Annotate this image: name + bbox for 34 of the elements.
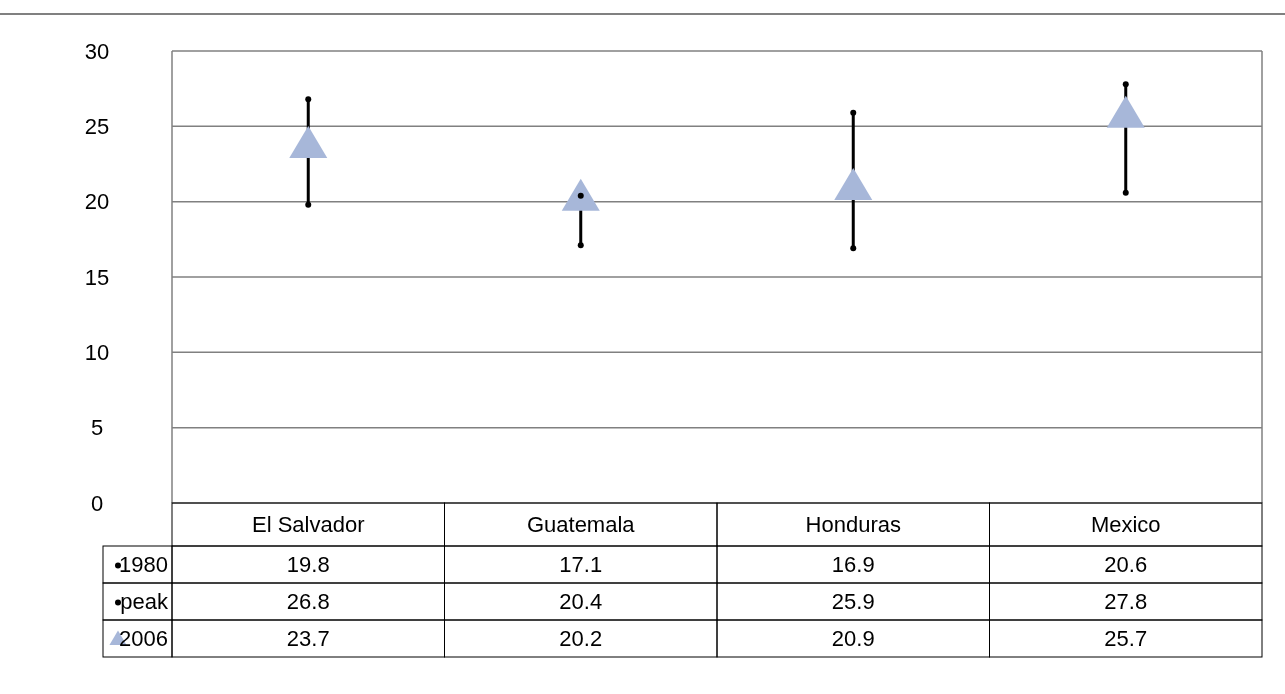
point <box>850 109 857 116</box>
y-tick-label: 0 <box>90 490 104 516</box>
data-label: 25.9 <box>831 589 875 615</box>
point <box>850 245 857 252</box>
y-tick-label: 30 <box>84 38 110 64</box>
point <box>1122 81 1129 88</box>
data-label: 26.8 <box>286 589 330 615</box>
y-tick-label: 10 <box>84 340 110 366</box>
data-label: 19.8 <box>286 552 330 578</box>
data-label: 23.7 <box>286 626 330 652</box>
data-label: 16.9 <box>831 552 875 578</box>
data-label: 17.1 <box>559 552 603 578</box>
point <box>305 96 312 103</box>
y-tick-label: 5 <box>90 415 104 441</box>
data-label: 20.6 <box>1104 552 1148 578</box>
data-label: 27.8 <box>1104 589 1148 615</box>
point <box>305 201 312 208</box>
y-tick-label: 15 <box>84 264 110 290</box>
point <box>577 242 584 249</box>
data-label: 20.4 <box>559 589 603 615</box>
point <box>1122 189 1129 196</box>
x-tick-label: El Salvador <box>251 512 365 538</box>
data-label: 25.7 <box>1104 626 1148 652</box>
y-tick-label: 25 <box>84 114 110 140</box>
x-tick-label: Guatemala <box>526 512 636 538</box>
data-label: 20.2 <box>559 626 603 652</box>
y-tick-label: 20 <box>84 189 110 215</box>
x-tick-label: Mexico <box>1090 512 1161 538</box>
legend-label: 1980 <box>119 552 168 578</box>
data-label: 20.9 <box>831 626 875 652</box>
legend-label: 2006 <box>119 626 168 652</box>
point <box>577 192 584 199</box>
legend-label: peak <box>120 589 169 615</box>
x-tick-label: Honduras <box>805 512 901 538</box>
